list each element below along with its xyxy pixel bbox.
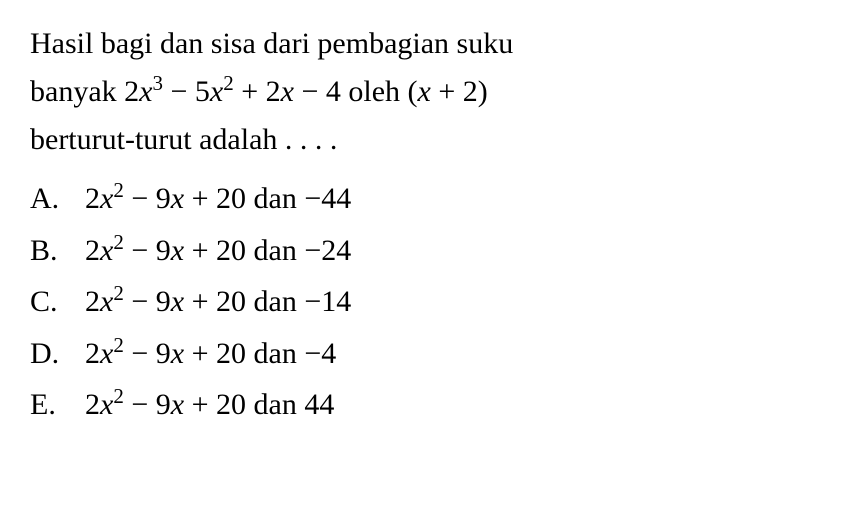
opt-d-const: 20 xyxy=(216,337,246,370)
opt-e-var1: x xyxy=(100,388,113,421)
opt-a-exp1: 2 xyxy=(113,178,124,202)
poly-op2: + xyxy=(234,75,266,108)
opt-a-var2: x xyxy=(171,182,184,215)
opt-c-var1: x xyxy=(100,285,113,318)
poly-var2: x xyxy=(210,75,223,108)
opt-c-coeff2: 9 xyxy=(156,285,171,318)
question-line2-suffix: ) xyxy=(478,75,488,108)
opt-e-coeff2: 9 xyxy=(156,388,171,421)
option-a: A. 2x2 − 9x + 20 dan −44 xyxy=(30,174,819,224)
opt-b-remainder: −24 xyxy=(304,234,351,267)
opt-d-coeff1: 2 xyxy=(85,337,100,370)
opt-c-op2: + xyxy=(184,285,216,318)
opt-c-remainder: −14 xyxy=(304,285,351,318)
question-stem: Hasil bagi dan sisa dari pembagian suku … xyxy=(30,20,819,164)
option-d: D. 2x2 − 9x + 20 dan −4 xyxy=(30,329,819,379)
opt-d-var1: x xyxy=(100,337,113,370)
opt-c-const: 20 xyxy=(216,285,246,318)
opt-d-remainder: −4 xyxy=(304,337,336,370)
opt-e-exp1: 2 xyxy=(113,384,124,408)
opt-a-var1: x xyxy=(100,182,113,215)
opt-d-op2: + xyxy=(184,337,216,370)
poly-exp1: 3 xyxy=(152,71,163,95)
opt-d-dan: dan xyxy=(246,337,304,370)
opt-e-const: 20 xyxy=(216,388,246,421)
option-e: E. 2x2 − 9x + 20 dan 44 xyxy=(30,380,819,430)
opt-c-exp1: 2 xyxy=(113,281,124,305)
opt-a-const: 20 xyxy=(216,182,246,215)
opt-b-op2: + xyxy=(184,234,216,267)
option-d-letter: D. xyxy=(30,329,85,379)
opt-a-op1: − xyxy=(124,182,156,215)
opt-e-coeff1: 2 xyxy=(85,388,100,421)
question-line3: berturut-turut adalah . . . . xyxy=(30,123,337,156)
poly-exp2: 2 xyxy=(223,71,234,95)
opt-b-var1: x xyxy=(100,234,113,267)
poly-coeff1: 2 xyxy=(124,75,139,108)
opt-a-dan: dan xyxy=(246,182,304,215)
opt-e-var2: x xyxy=(171,388,184,421)
opt-a-op2: + xyxy=(184,182,216,215)
question-line1: Hasil bagi dan sisa dari pembagian suku xyxy=(30,27,513,60)
options-list: A. 2x2 − 9x + 20 dan −44 B. 2x2 − 9x + 2… xyxy=(30,174,819,430)
divisor-var: x xyxy=(418,75,431,108)
option-b-content: 2x2 − 9x + 20 dan −24 xyxy=(85,226,819,276)
opt-b-exp1: 2 xyxy=(113,230,124,254)
opt-c-op1: − xyxy=(124,285,156,318)
poly-op3: − xyxy=(294,75,326,108)
opt-a-coeff1: 2 xyxy=(85,182,100,215)
opt-b-op1: − xyxy=(124,234,156,267)
opt-b-dan: dan xyxy=(246,234,304,267)
opt-c-var2: x xyxy=(171,285,184,318)
opt-c-coeff1: 2 xyxy=(85,285,100,318)
opt-d-exp1: 2 xyxy=(113,333,124,357)
option-c-letter: C. xyxy=(30,277,85,327)
poly-coeff2: 5 xyxy=(195,75,210,108)
opt-c-dan: dan xyxy=(246,285,304,318)
poly-coeff3: 2 xyxy=(266,75,281,108)
opt-e-remainder: 44 xyxy=(304,388,334,421)
opt-b-coeff2: 9 xyxy=(156,234,171,267)
divisor-op: + xyxy=(431,75,463,108)
option-b-letter: B. xyxy=(30,226,85,276)
option-e-letter: E. xyxy=(30,380,85,430)
opt-b-const: 20 xyxy=(216,234,246,267)
option-c: C. 2x2 − 9x + 20 dan −14 xyxy=(30,277,819,327)
option-a-content: 2x2 − 9x + 20 dan −44 xyxy=(85,174,819,224)
opt-d-var2: x xyxy=(171,337,184,370)
option-d-content: 2x2 − 9x + 20 dan −4 xyxy=(85,329,819,379)
poly-op1: − xyxy=(163,75,195,108)
poly-var3: x xyxy=(281,75,294,108)
opt-d-op1: − xyxy=(124,337,156,370)
poly-const: 4 xyxy=(326,75,341,108)
opt-a-coeff2: 9 xyxy=(156,182,171,215)
divisor-const: 2 xyxy=(463,75,478,108)
opt-e-op2: + xyxy=(184,388,216,421)
opt-b-coeff1: 2 xyxy=(85,234,100,267)
poly-var1: x xyxy=(139,75,152,108)
option-a-letter: A. xyxy=(30,174,85,224)
question-line2-mid: oleh ( xyxy=(341,75,418,108)
opt-a-remainder: −44 xyxy=(304,182,351,215)
opt-e-dan: dan xyxy=(246,388,304,421)
option-c-content: 2x2 − 9x + 20 dan −14 xyxy=(85,277,819,327)
opt-e-op1: − xyxy=(124,388,156,421)
opt-d-coeff2: 9 xyxy=(156,337,171,370)
option-e-content: 2x2 − 9x + 20 dan 44 xyxy=(85,380,819,430)
opt-b-var2: x xyxy=(171,234,184,267)
option-b: B. 2x2 − 9x + 20 dan −24 xyxy=(30,226,819,276)
question-line2-prefix: banyak xyxy=(30,75,124,108)
